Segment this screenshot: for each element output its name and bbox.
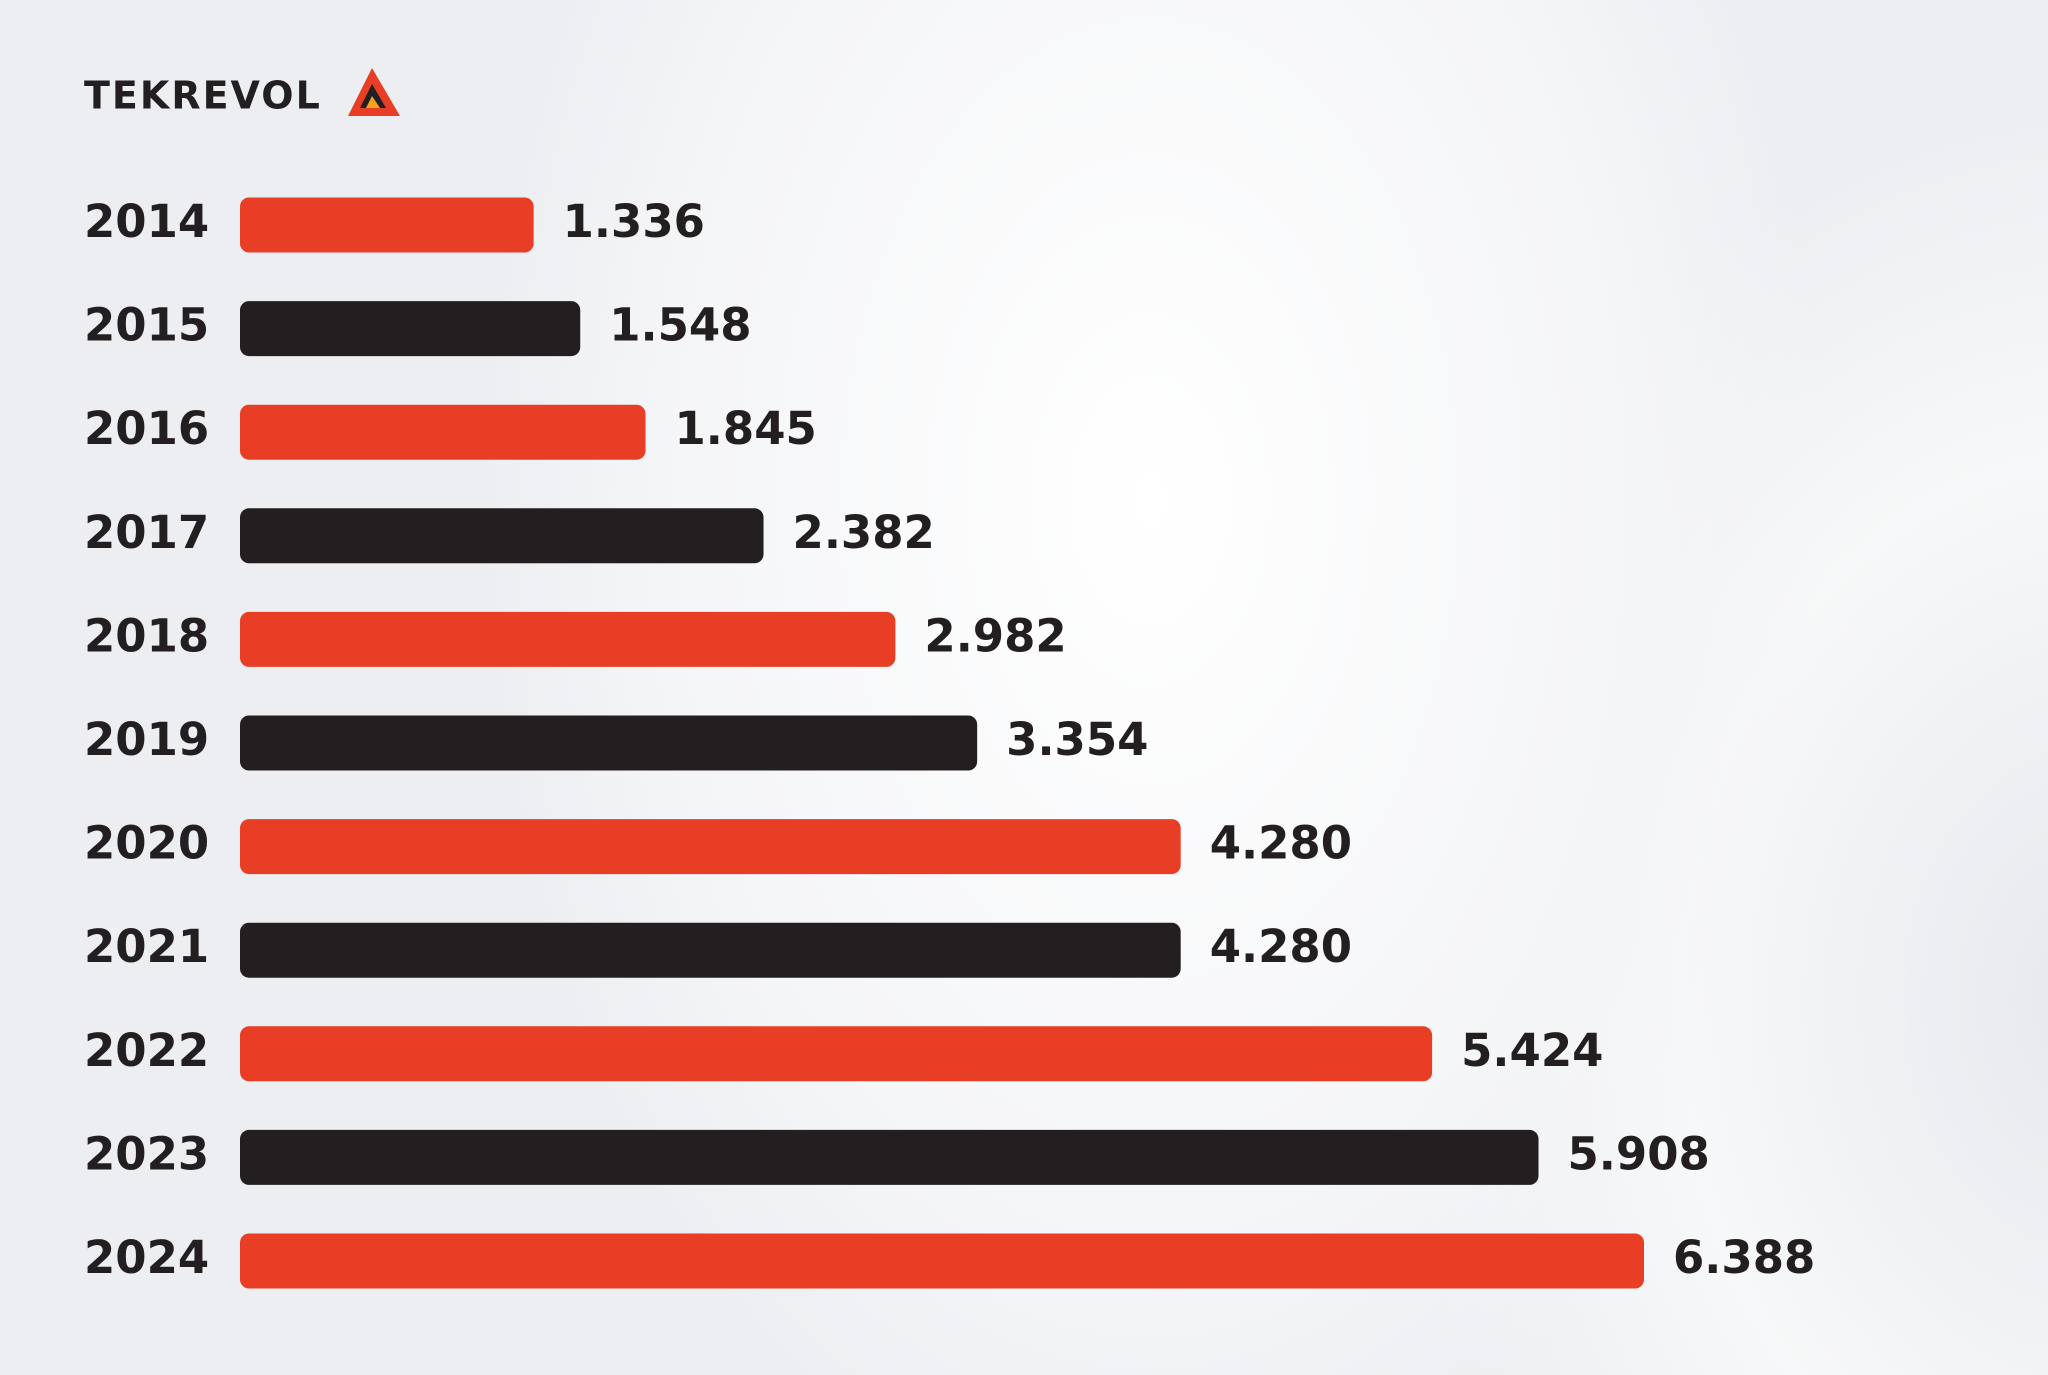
category-label: 2022: [84, 1024, 209, 1077]
bar: [240, 508, 764, 564]
value-label: 5.424: [1461, 1024, 1603, 1077]
value-label: 1.845: [675, 402, 817, 455]
category-label: 2015: [84, 299, 209, 352]
category-label: 2014: [84, 195, 209, 248]
bar: [240, 1233, 1644, 1289]
value-label: 6.388: [1673, 1231, 1815, 1284]
bar: [240, 301, 581, 357]
value-label: 4.280: [1210, 920, 1352, 973]
category-label: 2018: [84, 609, 209, 662]
value-label: 2.382: [793, 506, 935, 559]
bar: [240, 1026, 1433, 1082]
bar: [240, 197, 534, 253]
bar: [240, 404, 646, 460]
category-label: 2019: [84, 713, 209, 766]
bar: [240, 819, 1181, 875]
category-label: 2023: [84, 1127, 209, 1180]
category-label: 2021: [84, 920, 209, 973]
value-label: 1.548: [609, 299, 751, 352]
category-label: 2017: [84, 506, 209, 559]
logo-icon: [348, 68, 400, 116]
category-label: 2024: [84, 1231, 209, 1284]
value-label: 5.908: [1568, 1127, 1710, 1180]
logo-text: TEKREVOL: [84, 74, 322, 118]
bar: [240, 611, 896, 667]
bar: [240, 715, 978, 771]
value-label: 3.354: [1006, 713, 1148, 766]
value-label: 4.280: [1210, 817, 1352, 870]
bar: [240, 1129, 1539, 1185]
category-label: 2016: [84, 402, 209, 455]
bar: [240, 922, 1181, 978]
value-label: 1.336: [563, 195, 705, 248]
value-label: 2.982: [924, 609, 1066, 662]
category-label: 2020: [84, 817, 209, 870]
